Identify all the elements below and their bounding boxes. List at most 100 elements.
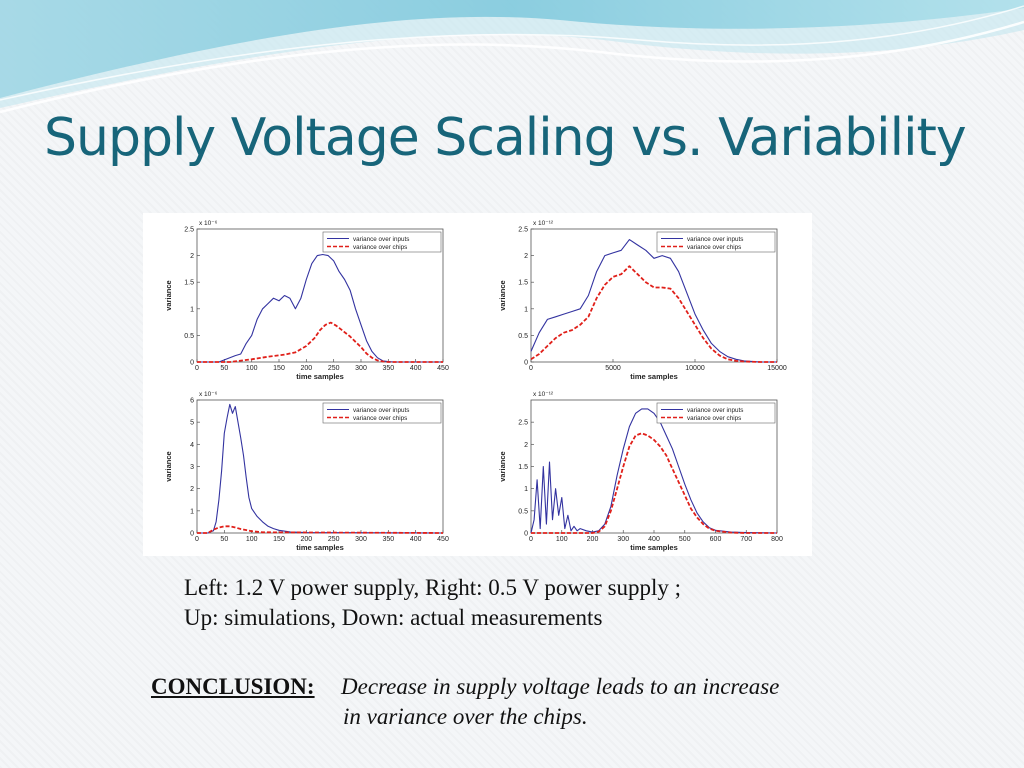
legend-entry-label: variance over chips xyxy=(353,415,407,422)
x-axis-label: time samples xyxy=(630,372,678,381)
x-tick-label: 250 xyxy=(328,365,340,372)
chart-bottom-right: 0 100 200 300 400 500 600 700 800 0 0.5 1 1.5 2 2.5 x 1… xyxy=(498,391,783,552)
series-line-chips xyxy=(197,321,443,363)
x-tick-label: 250 xyxy=(328,536,340,543)
x-tick-label: 50 xyxy=(220,365,228,372)
x-tick-label: 100 xyxy=(246,536,258,543)
series-line-chips xyxy=(197,525,444,534)
x-axis-label: time samples xyxy=(296,372,344,381)
y-tick-label: 0.5 xyxy=(184,333,194,340)
y-tick-label: 6 xyxy=(190,398,194,405)
legend-entry-label: variance over chips xyxy=(353,244,407,251)
legend-entry-label: variance over inputs xyxy=(687,407,743,414)
y-axis-label: variance xyxy=(164,280,173,310)
x-tick-label: 400 xyxy=(410,365,422,372)
legend-entry-label: variance over chips xyxy=(687,244,741,251)
x-tick-label: 0 xyxy=(529,365,533,372)
x-axis-label: time samples xyxy=(296,543,344,552)
legend-entry-label: variance over chips xyxy=(687,415,741,422)
x-tick-label: 700 xyxy=(740,536,752,543)
legend-entry-label: variance over inputs xyxy=(353,407,409,414)
chart-top-left: 0 50 100 150 200 250 300 350 400 450 0 0.5 1 1.5 2 2.5 x… xyxy=(164,220,449,381)
y-tick-label: 1 xyxy=(524,486,528,493)
y-tick-label: 2.5 xyxy=(518,420,528,427)
x-tick-label: 400 xyxy=(648,536,660,543)
figure-panel: 0 50 100 150 200 250 300 350 400 450 0 0.5 1 1.5 2 2.5 x… xyxy=(143,213,812,556)
x-tick-label: 400 xyxy=(410,536,422,543)
x-tick-label: 800 xyxy=(771,536,783,543)
caption-line-2: Up: simulations, Down: actual measuremen… xyxy=(184,605,603,630)
axis-exponent-label: x 10⁻¹² xyxy=(533,391,554,398)
x-tick-label: 0 xyxy=(195,536,199,543)
y-tick-label: 1.5 xyxy=(518,280,528,287)
y-tick-label: 5 xyxy=(190,420,194,427)
x-tick-label: 600 xyxy=(710,536,722,543)
x-tick-label: 0 xyxy=(195,365,199,372)
y-tick-label: 1.5 xyxy=(518,464,528,471)
conclusion-label: CONCLUSION: xyxy=(151,674,315,699)
x-tick-label: 10000 xyxy=(685,365,705,372)
series-line-inputs xyxy=(530,239,777,363)
header-swoosh-decoration xyxy=(0,0,1024,114)
y-tick-label: 2 xyxy=(524,442,528,449)
y-tick-label: 3 xyxy=(190,464,194,471)
x-tick-label: 300 xyxy=(355,365,367,372)
y-axis-label: variance xyxy=(498,280,507,310)
x-tick-label: 300 xyxy=(355,536,367,543)
series-line-inputs xyxy=(197,403,444,534)
legend-box xyxy=(656,231,776,253)
y-tick-label: 1 xyxy=(190,508,194,515)
chart-top-right: 0 5000 10000 15000 0 0.5 1 1.5 2 2.5 x 10⁻¹² time s… xyxy=(498,220,787,381)
x-tick-label: 450 xyxy=(437,365,449,372)
x-tick-label: 300 xyxy=(617,536,629,543)
conclusion-text-line-2: in variance over the chips. xyxy=(343,704,588,729)
x-tick-label: 450 xyxy=(437,536,449,543)
y-axis-label: variance xyxy=(164,451,173,481)
y-tick-label: 4 xyxy=(190,442,194,449)
legend-entry-label: variance over inputs xyxy=(353,236,409,243)
y-tick-label: 0 xyxy=(190,360,194,367)
legend-box xyxy=(322,231,442,253)
x-tick-label: 350 xyxy=(382,365,394,372)
y-tick-label: 2 xyxy=(524,253,528,260)
axis-exponent-label: x 10⁻¹² xyxy=(533,220,554,227)
series-line-inputs xyxy=(197,253,443,363)
y-tick-label: 0 xyxy=(524,360,528,367)
y-tick-label: 2 xyxy=(190,486,194,493)
conclusion-text-line-1: Decrease in supply voltage leads to an i… xyxy=(341,674,780,699)
x-tick-label: 5000 xyxy=(605,365,621,372)
y-tick-label: 1 xyxy=(190,306,194,313)
y-tick-label: 0.5 xyxy=(518,333,528,340)
x-tick-label: 0 xyxy=(529,536,533,543)
legend-entry-label: variance over inputs xyxy=(687,236,743,243)
x-tick-label: 100 xyxy=(246,365,258,372)
slide-title: Supply Voltage Scaling vs. Variability xyxy=(44,108,967,168)
axis-exponent-label: x 10⁻⁶ xyxy=(199,391,218,398)
y-tick-label: 1 xyxy=(524,306,528,313)
axis-exponent-label: x 10⁻⁶ xyxy=(199,220,218,227)
series-line-chips xyxy=(531,432,777,534)
x-tick-label: 150 xyxy=(273,536,285,543)
series-line-chips xyxy=(530,265,777,363)
chart-bottom-left: 0 50 100 150 200 250 300 350 400 450 0 1 2 3 4 5 6 x 10⁻⁶… xyxy=(164,391,449,552)
y-tick-label: 0.5 xyxy=(518,508,528,515)
y-tick-label: 2.5 xyxy=(184,227,194,234)
x-tick-label: 350 xyxy=(382,536,394,543)
x-tick-label: 500 xyxy=(679,536,691,543)
x-tick-label: 15000 xyxy=(767,365,787,372)
legend-box xyxy=(322,402,442,424)
y-tick-label: 0 xyxy=(524,531,528,538)
y-tick-label: 1.5 xyxy=(184,280,194,287)
x-tick-label: 100 xyxy=(556,536,568,543)
y-axis-label: variance xyxy=(498,451,507,481)
y-tick-label: 2 xyxy=(190,253,194,260)
x-tick-label: 200 xyxy=(300,536,312,543)
legend-box xyxy=(656,402,776,424)
y-tick-label: 0 xyxy=(190,531,194,538)
x-tick-label: 150 xyxy=(273,365,285,372)
x-tick-label: 50 xyxy=(220,536,228,543)
x-axis-label: time samples xyxy=(630,543,678,552)
series-line-inputs xyxy=(530,408,778,534)
x-tick-label: 200 xyxy=(300,365,312,372)
caption-line-1: Left: 1.2 V power supply, Right: 0.5 V p… xyxy=(184,575,682,600)
